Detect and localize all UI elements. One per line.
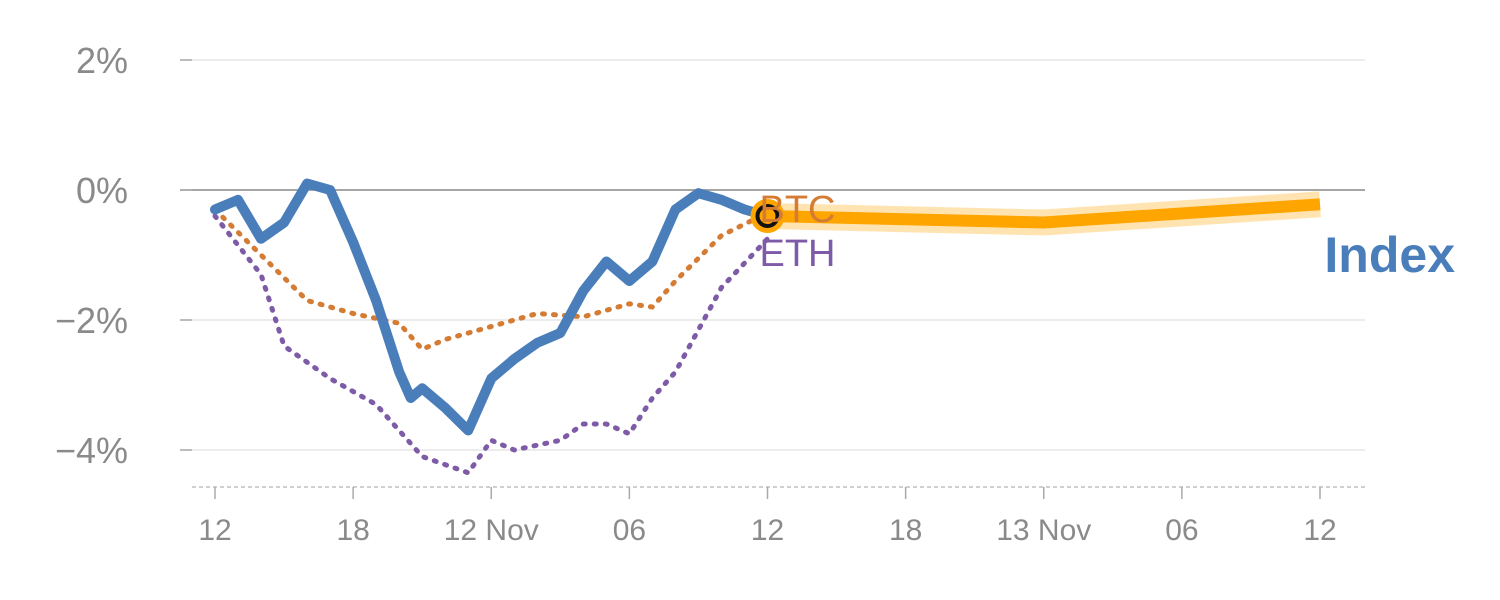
marker-ring	[755, 204, 780, 228]
marker-halo	[750, 199, 785, 233]
x-tick-label: 18	[889, 514, 922, 547]
x-tick-label: 12	[198, 514, 231, 547]
series-label-eth: ETH	[760, 233, 836, 275]
x-tick-label: 06	[1165, 514, 1198, 547]
series-label-index: Index	[1324, 227, 1455, 283]
x-tick-label: 12 Nov	[444, 514, 539, 547]
y-tick-label: −2%	[55, 300, 128, 341]
current-point	[750, 199, 785, 233]
x-tick-label: 18	[336, 514, 369, 547]
y-tick-label: 2%	[76, 40, 128, 81]
series-label-btc: BTC	[760, 189, 836, 231]
series-line-eth	[212, 213, 770, 476]
y-tick-label: 0%	[76, 170, 128, 211]
series-lines	[210, 178, 1321, 476]
x-tick-label: 13 Nov	[996, 514, 1091, 547]
series-line-index	[210, 178, 773, 436]
y-tick-label: −4%	[55, 430, 128, 471]
x-tick-label: 06	[613, 514, 646, 547]
axes: 2% 0% −2% −4% 12 18 12 Nov 06 12 18 13 Nov 06 12	[55, 40, 1365, 547]
x-tick-label: 12	[751, 514, 784, 547]
x-tick-label: 12	[1303, 514, 1336, 547]
series-line-btc	[212, 207, 770, 352]
forecast-line	[767, 198, 1321, 229]
